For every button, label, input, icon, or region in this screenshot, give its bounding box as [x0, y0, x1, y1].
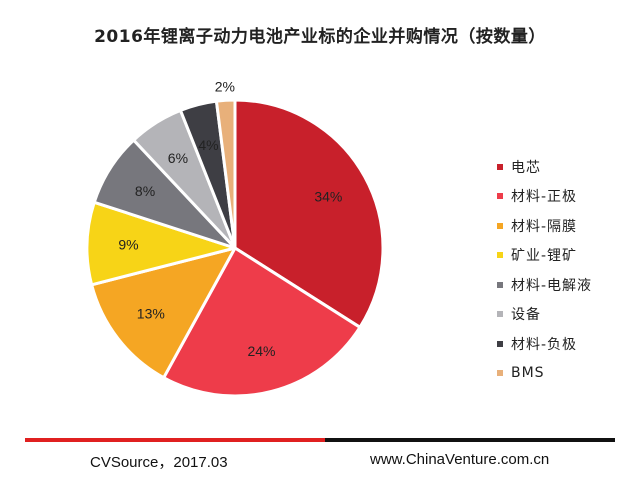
pie-label-2: 13% — [137, 305, 165, 321]
chart-title: 2016年锂离子动力电池产业标的企业并购情况（按数量） — [94, 27, 546, 47]
legend-item-3: 矿业-锂矿 — [497, 241, 592, 271]
legend-swatch-4 — [497, 281, 503, 288]
legend-swatch-7 — [497, 370, 503, 377]
footer-divider-red — [25, 438, 325, 442]
legend-swatch-6 — [497, 340, 503, 347]
pie-slice-3 — [85, 200, 237, 287]
legend-label-2: 材料-隔膜 — [511, 218, 578, 235]
pie-slice-7 — [214, 98, 237, 250]
pie-label-5: 6% — [168, 150, 188, 166]
source-text: CVSource，2017.03 — [90, 454, 228, 471]
footer-divider-black — [325, 438, 615, 442]
legend-swatch-5 — [497, 311, 503, 318]
legend-swatch-3 — [497, 252, 503, 259]
pie-label-1: 24% — [247, 343, 275, 359]
legend-swatch-0 — [497, 163, 503, 170]
pie-chart: 34% 24% 13% 9% 8% 6% 4% 2% — [85, 78, 385, 398]
legend-label-1: 材料-正极 — [511, 189, 578, 206]
legend-swatch-2 — [497, 222, 503, 229]
legend-label-6: 材料-负极 — [511, 336, 578, 353]
legend: 电芯材料-正极材料-隔膜矿业-锂矿材料-电解液 设备材料-负极 BMS — [497, 152, 592, 388]
legend-label-7: BMS — [511, 365, 545, 382]
pie-slice-2 — [90, 246, 237, 380]
pie-label-3: 9% — [118, 237, 138, 253]
legend-label-4: 材料-电解液 — [511, 277, 593, 294]
legend-item-0: 电芯 — [497, 152, 592, 182]
pie-label-7: 2% — [215, 78, 235, 94]
pie-slice-1 — [162, 246, 362, 398]
legend-item-7: BMS — [497, 359, 592, 389]
pie-label-4: 8% — [135, 183, 155, 199]
legend-label-3: 矿业-锂矿 — [511, 248, 578, 265]
legend-item-5: 设备 — [497, 300, 592, 330]
legend-item-2: 材料-隔膜 — [497, 211, 592, 241]
legend-item-4: 材料-电解液 — [497, 270, 592, 300]
legend-label-5: 设备 — [511, 307, 541, 324]
legend-item-6: 材料-负极 — [497, 329, 592, 359]
pie-label-0: 34% — [314, 189, 342, 205]
legend-item-1: 材料-正极 — [497, 182, 592, 212]
legend-swatch-1 — [497, 193, 503, 200]
pie-label-6: 4% — [198, 137, 218, 153]
legend-label-0: 电芯 — [511, 159, 541, 176]
website-text: www.ChinaVenture.com.cn — [370, 451, 550, 468]
